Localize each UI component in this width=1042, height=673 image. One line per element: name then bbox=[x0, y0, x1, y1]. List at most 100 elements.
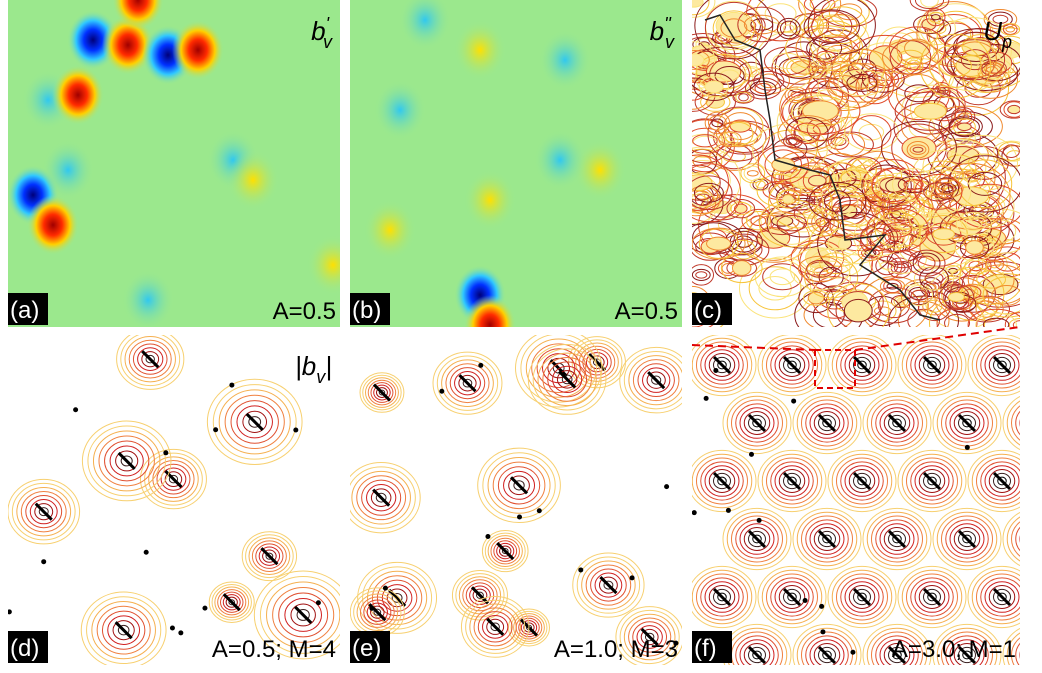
contour bbox=[370, 605, 385, 619]
contour bbox=[359, 372, 405, 413]
contour bbox=[813, 643, 841, 665]
contour bbox=[783, 472, 801, 490]
contour bbox=[763, 46, 811, 76]
field-blob bbox=[374, 80, 426, 140]
contour bbox=[897, 49, 924, 66]
defect bbox=[439, 388, 445, 394]
contour bbox=[777, 115, 837, 152]
contour bbox=[225, 596, 238, 608]
contour bbox=[722, 507, 792, 571]
contour bbox=[960, 49, 989, 71]
contour bbox=[967, 565, 1020, 629]
defect bbox=[713, 368, 719, 374]
contour bbox=[927, 360, 937, 370]
vortex-core bbox=[782, 471, 802, 491]
contour bbox=[86, 596, 162, 665]
contour bbox=[503, 470, 536, 500]
contour bbox=[857, 245, 884, 261]
contour bbox=[145, 354, 155, 364]
contour bbox=[245, 534, 294, 579]
field-blob bbox=[27, 195, 79, 255]
contour bbox=[490, 537, 520, 565]
contour bbox=[731, 239, 756, 260]
vortex-core bbox=[1029, 531, 1042, 547]
contour bbox=[462, 579, 498, 612]
contour bbox=[802, 168, 832, 194]
contour bbox=[862, 623, 932, 665]
contour bbox=[547, 361, 588, 398]
contour bbox=[1015, 526, 1020, 552]
defect bbox=[169, 625, 175, 631]
zoom-box bbox=[814, 349, 856, 389]
contour bbox=[262, 549, 277, 563]
vortex-core bbox=[496, 542, 515, 561]
contour bbox=[532, 348, 602, 411]
contour bbox=[778, 585, 806, 609]
contour bbox=[556, 370, 578, 389]
panel-tag-bg bbox=[350, 631, 390, 663]
contour bbox=[811, 260, 851, 294]
contour bbox=[296, 608, 310, 621]
contour bbox=[827, 74, 860, 98]
contour bbox=[731, 515, 783, 563]
contour bbox=[373, 384, 391, 401]
vortex-core bbox=[509, 476, 529, 495]
defect bbox=[178, 630, 184, 636]
contour bbox=[787, 360, 797, 370]
contour bbox=[104, 440, 150, 482]
contour bbox=[883, 411, 911, 435]
contour bbox=[1024, 528, 1042, 551]
contour bbox=[758, 73, 779, 89]
contour bbox=[846, 73, 878, 92]
vortex-core bbox=[117, 451, 136, 470]
contour bbox=[1002, 144, 1020, 159]
contour bbox=[726, 259, 758, 277]
contour bbox=[952, 118, 976, 136]
contour bbox=[731, 399, 783, 447]
contour bbox=[589, 355, 605, 370]
contour bbox=[962, 418, 972, 428]
contour bbox=[997, 360, 1007, 370]
contour bbox=[861, 164, 912, 208]
contour bbox=[477, 447, 561, 524]
contour bbox=[619, 609, 680, 665]
vortex-core bbox=[817, 645, 837, 665]
contour bbox=[959, 236, 990, 259]
contour bbox=[713, 356, 731, 374]
contour bbox=[698, 76, 729, 98]
contour bbox=[997, 141, 1020, 161]
contour bbox=[916, 1, 992, 68]
vortex-core bbox=[852, 355, 872, 375]
symbol-after: | bbox=[325, 351, 332, 381]
contour bbox=[840, 345, 884, 385]
contour bbox=[831, 569, 893, 625]
contour bbox=[1002, 627, 1020, 665]
contour bbox=[708, 353, 736, 377]
contour bbox=[1015, 642, 1020, 665]
panel-annotation: A=1.0; M=3 bbox=[554, 636, 678, 663]
contour bbox=[848, 353, 876, 377]
contour bbox=[910, 289, 929, 301]
contour bbox=[253, 570, 340, 660]
contour bbox=[359, 596, 395, 628]
contour bbox=[507, 608, 550, 647]
contour bbox=[914, 349, 950, 381]
symbol-sub: v bbox=[323, 32, 333, 52]
contour bbox=[997, 476, 1007, 486]
contour bbox=[692, 134, 718, 148]
contour bbox=[927, 592, 937, 602]
contour bbox=[944, 313, 971, 327]
contour bbox=[807, 0, 876, 55]
contour bbox=[913, 214, 928, 226]
contour bbox=[692, 185, 721, 214]
vortex-core bbox=[922, 471, 942, 491]
contour bbox=[962, 650, 972, 660]
contour bbox=[785, 117, 829, 150]
contour bbox=[731, 260, 752, 276]
contour bbox=[692, 148, 723, 175]
contour bbox=[1004, 312, 1020, 327]
contour bbox=[949, 639, 985, 665]
panel-annotation: A=3.0; M=1 bbox=[892, 636, 1016, 663]
contour bbox=[949, 523, 985, 555]
vortex-core bbox=[647, 371, 666, 390]
